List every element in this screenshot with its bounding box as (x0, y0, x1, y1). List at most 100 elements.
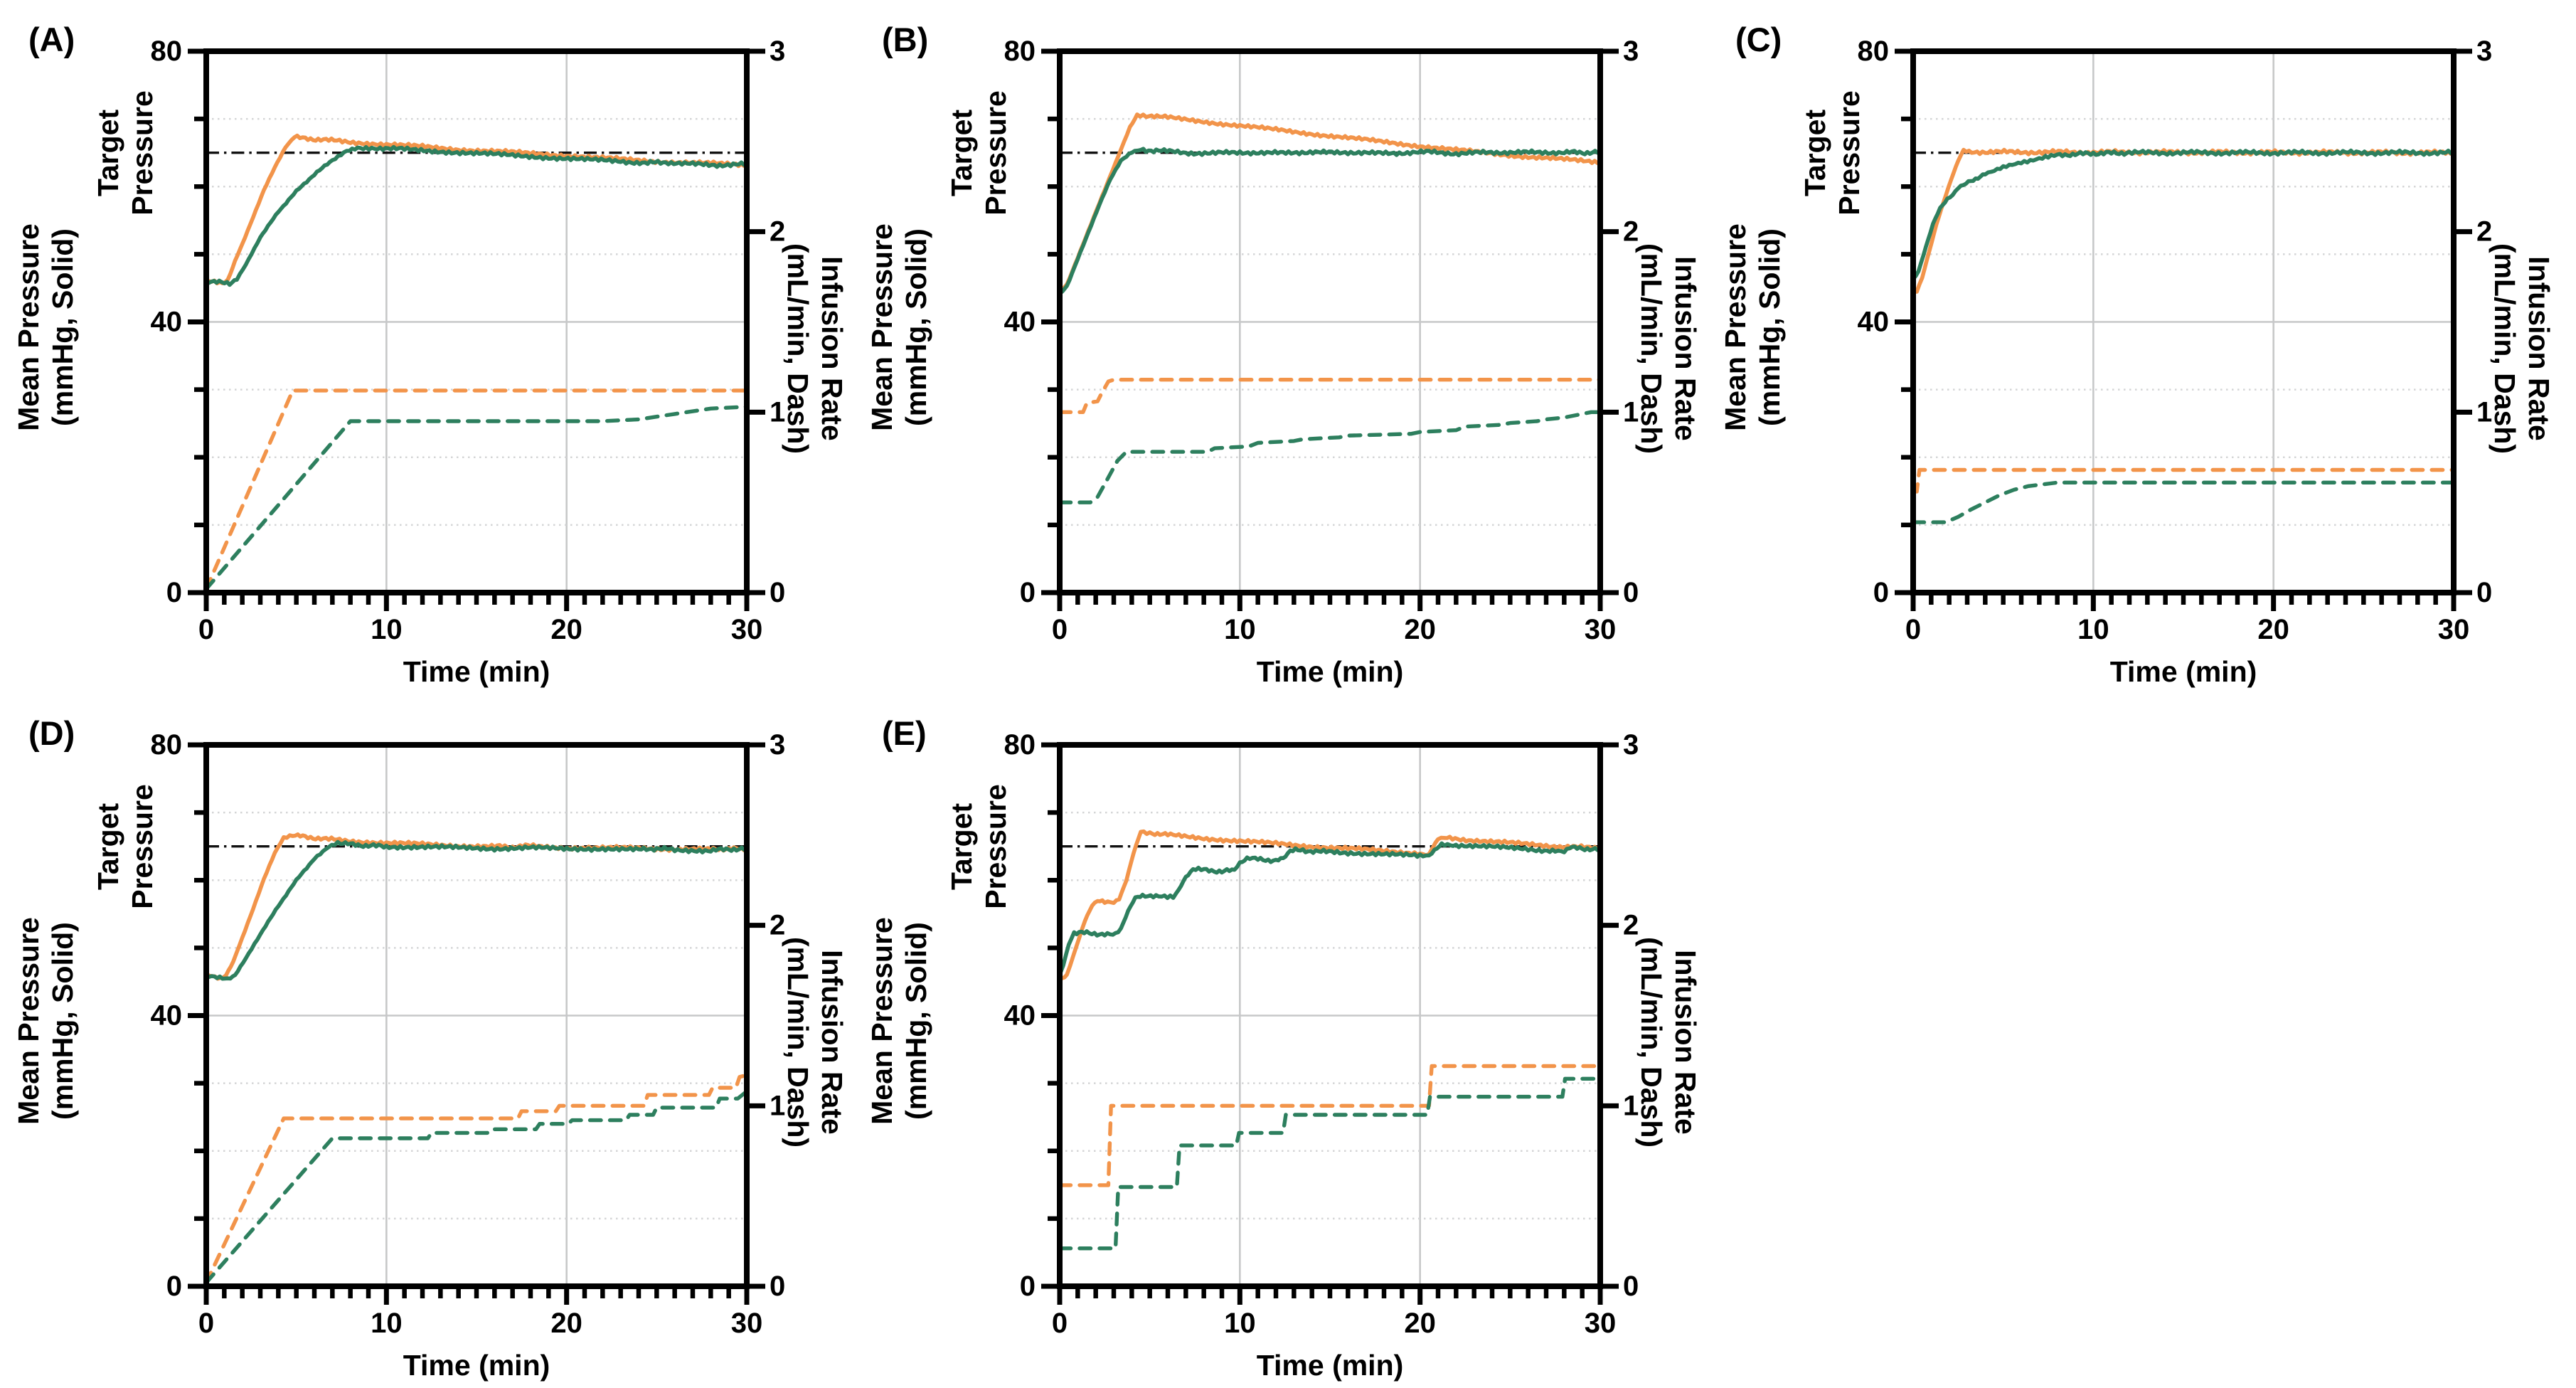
svg-text:2: 2 (770, 216, 785, 248)
series-mean-pressure-green (205, 144, 748, 287)
svg-text:(mL/min, Dash): (mL/min, Dash) (782, 937, 814, 1148)
svg-text:3: 3 (2476, 36, 2492, 67)
svg-text:30: 30 (2438, 614, 2470, 645)
plot-frame (1057, 742, 1603, 1289)
svg-text:2: 2 (1623, 910, 1639, 941)
svg-text:30: 30 (731, 1308, 763, 1339)
svg-text:80: 80 (151, 729, 183, 761)
plot-frame (203, 742, 750, 1289)
svg-text:Target: Target (945, 803, 978, 891)
series-mean-pressure-green (1911, 148, 2455, 281)
svg-text:20: 20 (1404, 1308, 1436, 1339)
svg-text:2: 2 (1623, 216, 1639, 248)
svg-text:0: 0 (166, 1271, 182, 1302)
svg-text:1: 1 (1623, 1090, 1639, 1121)
panel-letter: (B) (882, 21, 928, 58)
series-mean-pressure-orange (205, 133, 747, 286)
left-axis-label: Mean Pressure (mmHg, Solid) (866, 917, 932, 1125)
x-axis-label: Time (min) (1257, 1349, 1404, 1382)
target-pressure-label: Target Pressure (92, 90, 159, 216)
svg-text:0: 0 (1020, 1271, 1036, 1302)
svg-text:80: 80 (151, 36, 183, 67)
svg-text:Mean Pressure: Mean Pressure (12, 223, 45, 431)
series-infusion-rate-green (1058, 1076, 1602, 1251)
svg-text:(mmHg, Solid): (mmHg, Solid) (46, 228, 79, 426)
svg-text:3: 3 (1623, 729, 1639, 761)
svg-text:10: 10 (1224, 1308, 1256, 1339)
svg-text:80: 80 (1004, 729, 1036, 761)
series-mean-pressure-orange (1058, 829, 1601, 982)
svg-text:30: 30 (731, 614, 763, 645)
panel-chart-D: 0 10 20 30 0 40 80 0 1 2 3 Time (min) Mean Pressure(… (0, 694, 858, 1387)
svg-text:3: 3 (770, 729, 785, 761)
axis-ticks (1041, 48, 1619, 611)
svg-text:Mean Pressure: Mean Pressure (12, 917, 45, 1125)
svg-text:Pressure: Pressure (1833, 90, 1866, 216)
svg-text:0: 0 (1052, 614, 1068, 645)
panel-letter: (C) (1735, 21, 1782, 58)
left-axis-label: Mean Pressure (mmHg, Solid) (1719, 223, 1786, 431)
panel-letter: (A) (28, 21, 75, 58)
target-pressure-label: Target Pressure (945, 784, 1012, 909)
svg-text:Pressure: Pressure (126, 784, 159, 909)
series-infusion-rate-orange (204, 388, 749, 591)
svg-text:0: 0 (1873, 577, 1889, 608)
right-axis-label: Infusion Rate(mL/min, Dash) (2489, 243, 2555, 454)
svg-text:2: 2 (770, 910, 785, 941)
series-mean-pressure-green (1058, 147, 1602, 295)
svg-text:30: 30 (1585, 1308, 1617, 1339)
svg-text:40: 40 (1004, 307, 1036, 338)
panel-chart-B: 0 10 20 30 0 40 80 0 1 2 3 Time (min) Mean Pressure(… (853, 0, 1712, 694)
left-axis-label: Mean Pressure (mmHg, Solid) (866, 223, 932, 431)
svg-text:1: 1 (770, 396, 785, 428)
svg-text:20: 20 (2257, 614, 2289, 645)
right-axis-label: Infusion Rate(mL/min, Dash) (782, 243, 848, 454)
svg-text:0: 0 (2476, 577, 2492, 608)
svg-text:1: 1 (1623, 396, 1639, 428)
axis-ticks (1895, 48, 2472, 611)
x-axis-label: Time (min) (403, 1349, 550, 1382)
svg-text:(mmHg, Solid): (mmHg, Solid) (900, 228, 932, 426)
panel-letter: (E) (882, 714, 927, 752)
x-axis-label: Time (min) (403, 655, 550, 688)
svg-text:0: 0 (1020, 577, 1036, 608)
series-mean-pressure-green (1058, 841, 1602, 976)
gridlines (1913, 51, 2454, 593)
svg-text:Pressure: Pressure (979, 90, 1012, 216)
svg-text:80: 80 (1004, 36, 1036, 67)
gridlines (206, 745, 747, 1286)
x-axis-label: Time (min) (1257, 655, 1404, 688)
axis-ticks (188, 48, 765, 611)
svg-text:40: 40 (1858, 307, 1890, 338)
left-axis-label: Mean Pressure (mmHg, Solid) (12, 223, 79, 431)
svg-text:20: 20 (550, 614, 582, 645)
series-infusion-rate-orange (204, 1073, 749, 1285)
svg-text:0: 0 (1623, 1271, 1639, 1302)
axis-ticks (1041, 742, 1619, 1305)
svg-text:Target: Target (1799, 110, 1831, 197)
svg-text:10: 10 (371, 1308, 403, 1339)
panel-chart-C: 0 10 20 30 0 40 80 0 1 2 3 Time (min) Mean Pressure(… (1707, 0, 2565, 694)
svg-text:Pressure: Pressure (126, 90, 159, 216)
svg-text:Mean Pressure: Mean Pressure (866, 223, 898, 431)
plot-frame (203, 48, 750, 595)
series-infusion-rate-green (204, 405, 749, 591)
svg-text:40: 40 (151, 1000, 183, 1032)
svg-text:3: 3 (1623, 36, 1639, 67)
svg-text:1: 1 (2476, 396, 2492, 428)
right-axis-label: Infusion Rate(mL/min, Dash) (1635, 937, 1702, 1148)
svg-text:Target: Target (945, 110, 978, 197)
gridlines (1060, 51, 1600, 593)
svg-text:10: 10 (371, 614, 403, 645)
svg-text:Infusion Rate: Infusion Rate (816, 950, 848, 1135)
plot-frame (1057, 48, 1603, 595)
series-infusion-rate-green (204, 1089, 749, 1285)
series-infusion-rate-orange (1058, 378, 1602, 414)
svg-text:0: 0 (770, 577, 785, 608)
panel-letter: (D) (28, 714, 75, 752)
